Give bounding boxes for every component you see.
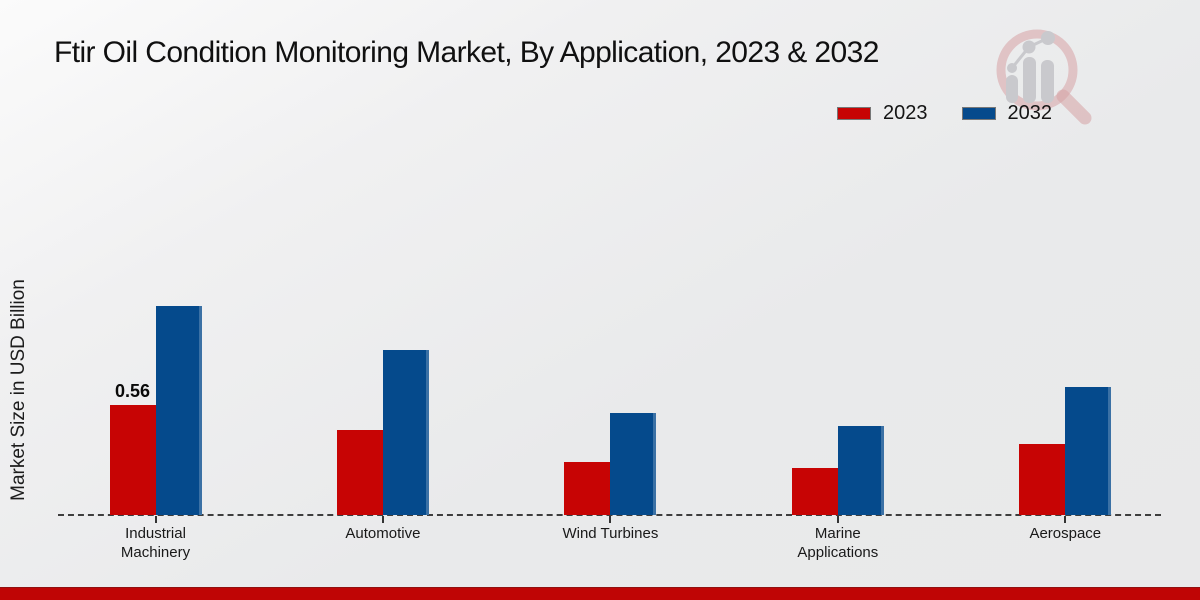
chart-title: Ftir Oil Condition Monitoring Market, By… — [54, 36, 879, 69]
bar-2032-wind-turbines — [610, 413, 657, 515]
bar-2023-wind-turbines — [564, 462, 611, 515]
category-label-aerospace: Aerospace — [1029, 525, 1102, 542]
bar-2032-aerospace — [1065, 387, 1112, 515]
category-label-marine-applications: Marine Applications — [797, 525, 879, 561]
footer-accent-bar — [0, 587, 1200, 600]
bar-2023-marine-applications — [791, 468, 838, 515]
category-label-wind-turbines: Wind Turbines — [562, 525, 659, 542]
legend-label-2032: 2032 — [1007, 102, 1053, 124]
y-axis-label: Market Size in USD Billion — [8, 279, 29, 501]
legend: 2023 2032 — [837, 102, 1052, 125]
category-label-automotive: Automotive — [345, 525, 421, 542]
bar-2023-aerospace — [1019, 444, 1066, 515]
x-axis-tick-marine-applications — [836, 516, 839, 523]
legend-swatch-2023 — [837, 107, 871, 120]
x-axis-baseline — [58, 514, 1161, 516]
x-axis-tick-industrial-machinery — [154, 516, 157, 523]
legend-item-2032: 2032 — [961, 102, 1053, 125]
bar-2023-automotive — [336, 430, 383, 515]
legend-swatch-2032 — [961, 107, 996, 120]
data-label-2023-industrial-machinery: 0.56 — [114, 381, 151, 401]
legend-label-2023: 2023 — [883, 102, 928, 124]
bar-2023-industrial-machinery — [109, 405, 156, 515]
category-label-industrial-machinery: Industrial Machinery — [120, 525, 191, 561]
x-axis-tick-aerospace — [1064, 516, 1067, 523]
x-axis-tick-automotive — [381, 516, 384, 523]
bar-2032-marine-applications — [837, 426, 884, 515]
legend-item-2023: 2023 — [837, 102, 928, 125]
bar-2032-industrial-machinery — [155, 306, 202, 515]
bar-2032-automotive — [382, 350, 429, 515]
x-axis-tick-wind-turbines — [609, 516, 612, 523]
magnifier-growth-chart-logo-icon — [993, 26, 1098, 126]
